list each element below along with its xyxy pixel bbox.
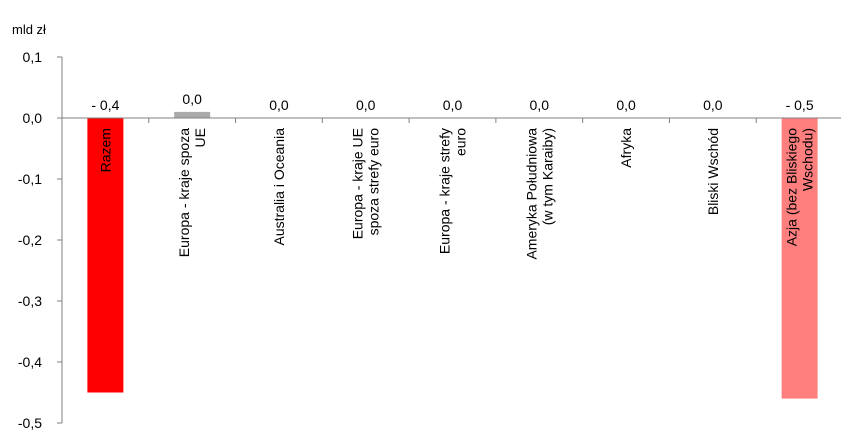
category-label-5-line-1: (w tym Karaiby) [539,128,555,225]
data-label-7: 0,0 [703,97,723,113]
data-label-2: 0,0 [269,97,289,113]
category-label-8-line-1: Wschodu) [800,128,816,191]
category-label-7: Bliski Wschód [705,128,721,215]
category-label-2: Australia i Oceania [271,128,287,246]
category-label-3-line-0: Europa - kraje UE [350,128,366,239]
category-label-4-line-1: euro [453,128,469,156]
y-tick-label-0: 0,1 [23,49,43,65]
category-label-6-line-0: Afryka [618,128,634,168]
bar-8 [781,118,818,399]
category-label-1-line-1: UE [192,128,208,147]
category-label-5: Ameryka Południowa(w tym Karaiby) [523,128,555,260]
y-tick-label-2: -0,1 [18,171,42,187]
bar-1 [174,111,211,118]
data-label-6: 0,0 [616,97,636,113]
category-label-3: Europa - kraje UEspoza strefy euro [350,128,382,239]
y-tick-label-3: -0,2 [18,232,42,248]
category-label-4-line-0: Europa - kraje strefy [437,128,453,254]
category-label-0-line-0: Razem [97,128,113,172]
bar-0 [87,118,124,393]
category-label-7-line-0: Bliski Wschód [705,128,721,215]
category-label-5-line-0: Ameryka Południowa [523,128,539,260]
category-label-4: Europa - kraje strefyeuro [437,128,469,254]
y-axis-unit-label: mld zł [12,22,46,37]
category-label-6: Afryka [618,128,634,168]
category-label-8: Azja (bez BliskiegoWschodu) [784,128,816,246]
data-label-8: - 0,5 [786,97,814,113]
category-label-1: Europa - kraje spozaUE [176,128,208,257]
data-label-1: 0,0 [182,91,202,107]
data-label-4: 0,0 [443,97,463,113]
data-label-3: 0,0 [356,97,376,113]
y-tick-label-4: -0,3 [18,293,42,309]
y-tick-label-5: -0,4 [18,354,42,370]
category-label-1-line-0: Europa - kraje spoza [176,128,192,257]
data-label-0: - 0,4 [91,97,119,113]
category-label-3-line-1: spoza strefy euro [366,128,382,236]
y-tick-label-6: -0,5 [18,415,42,431]
category-label-8-line-0: Azja (bez Bliskiego [784,128,800,246]
category-label-0: Razem [97,128,113,172]
category-label-2-line-0: Australia i Oceania [271,128,287,246]
data-label-5: 0,0 [530,97,550,113]
y-tick-label-1: 0,0 [23,110,43,126]
